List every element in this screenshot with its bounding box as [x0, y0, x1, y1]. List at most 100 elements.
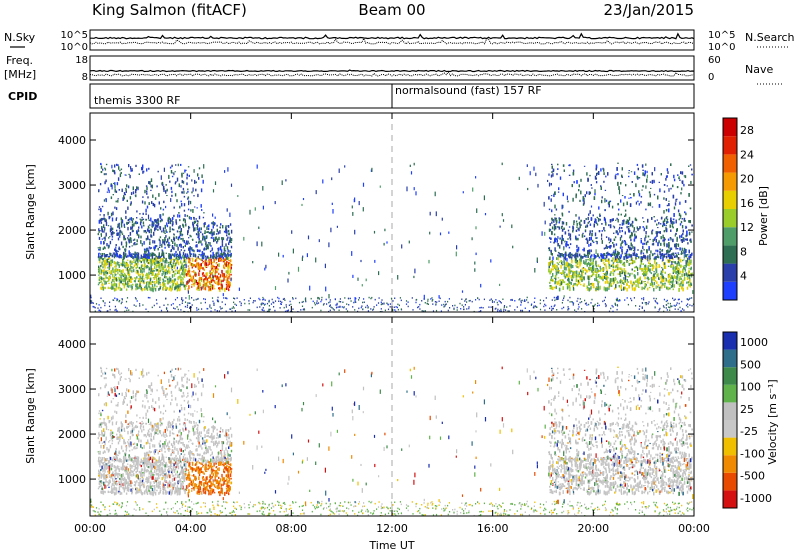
power-cell — [365, 306, 367, 309]
power-cell — [158, 252, 160, 257]
power-cell — [155, 245, 157, 248]
power-cell — [561, 212, 563, 215]
power-cell — [688, 267, 690, 270]
power-cell — [160, 207, 162, 210]
power-cell — [162, 267, 164, 271]
power-cell — [111, 238, 113, 241]
power-cell — [629, 254, 631, 257]
power-cell — [207, 242, 210, 244]
power-cell — [633, 171, 636, 175]
power-cell — [584, 303, 587, 305]
power-cell — [206, 231, 208, 233]
power-cell — [194, 272, 196, 276]
power-cell — [124, 284, 126, 287]
power-cell — [590, 257, 592, 262]
power-cell — [131, 261, 133, 265]
power-cell — [221, 253, 223, 257]
power-cell — [672, 218, 675, 221]
power-cell — [653, 260, 656, 264]
power-cell — [183, 284, 185, 288]
power-cell — [689, 279, 691, 283]
power-cell — [178, 183, 180, 188]
nave-trace — [89, 71, 695, 77]
power-cell — [102, 258, 105, 262]
power-cell — [651, 284, 654, 287]
power-cell — [590, 249, 592, 253]
power-cell — [159, 219, 162, 223]
power-cell — [177, 239, 180, 241]
power-cell — [146, 276, 148, 280]
power-cell — [564, 256, 567, 261]
power-cell — [581, 272, 584, 276]
power-cell — [221, 254, 224, 258]
power-cell — [135, 164, 137, 168]
power-cell — [144, 189, 146, 194]
power-cell — [681, 280, 684, 285]
power-cell — [152, 252, 154, 255]
power-cell — [193, 254, 195, 258]
power-cell — [166, 270, 168, 274]
power-cell — [200, 240, 202, 244]
power-cell — [120, 275, 122, 279]
power-cell — [592, 261, 594, 265]
power-cell — [177, 246, 179, 251]
power-cell — [115, 276, 118, 278]
power-cell — [285, 304, 287, 306]
power-cell — [647, 202, 650, 207]
power-cell — [142, 256, 145, 259]
power-cell — [128, 239, 131, 244]
power-cell — [162, 252, 165, 257]
power-cell — [119, 255, 121, 258]
power-cell — [125, 275, 127, 277]
power-cell — [202, 237, 204, 241]
power-cell — [605, 236, 608, 239]
power-cell — [676, 228, 678, 232]
power-cell — [184, 264, 186, 266]
power-cell — [223, 267, 226, 270]
power-cell — [551, 171, 553, 174]
power-cell — [145, 274, 147, 277]
power-cell — [663, 310, 665, 313]
power-cell — [162, 278, 164, 281]
power-cell — [368, 296, 370, 299]
power-cell — [103, 246, 106, 249]
power-cell — [658, 256, 660, 259]
power-cell — [165, 276, 168, 278]
power-cell — [221, 239, 224, 243]
power-cell — [651, 232, 653, 235]
power-cell — [572, 169, 575, 172]
power-cell — [147, 196, 149, 199]
power-cell — [146, 253, 148, 257]
power-cell — [213, 231, 215, 236]
power-cell — [656, 232, 658, 237]
power-cell — [621, 227, 623, 229]
power-cell — [587, 254, 589, 258]
power-cell — [624, 209, 627, 212]
power-cell — [678, 268, 680, 273]
power-cell — [680, 253, 682, 255]
power-cell — [157, 256, 159, 259]
power-cell — [659, 251, 661, 253]
power-cell — [653, 238, 656, 241]
power-cell — [171, 164, 173, 168]
power-cell — [635, 256, 637, 260]
power-cell — [119, 233, 121, 237]
power-cell — [551, 217, 553, 220]
power-cell — [660, 275, 662, 280]
power-cell — [550, 268, 553, 271]
power-cell — [229, 254, 232, 258]
power-cell — [180, 260, 182, 264]
power-cell — [632, 281, 635, 285]
power-cell — [577, 283, 580, 285]
power-cell — [123, 272, 126, 277]
power-cell — [122, 258, 124, 263]
power-cell — [127, 278, 129, 282]
power-cell — [209, 231, 212, 235]
power-cell — [128, 164, 130, 168]
power-cell — [110, 270, 113, 274]
power-cell — [136, 300, 138, 302]
power-cell — [162, 241, 164, 244]
power-cell — [197, 285, 199, 290]
power-cell — [677, 261, 679, 264]
power-cell — [120, 302, 122, 305]
